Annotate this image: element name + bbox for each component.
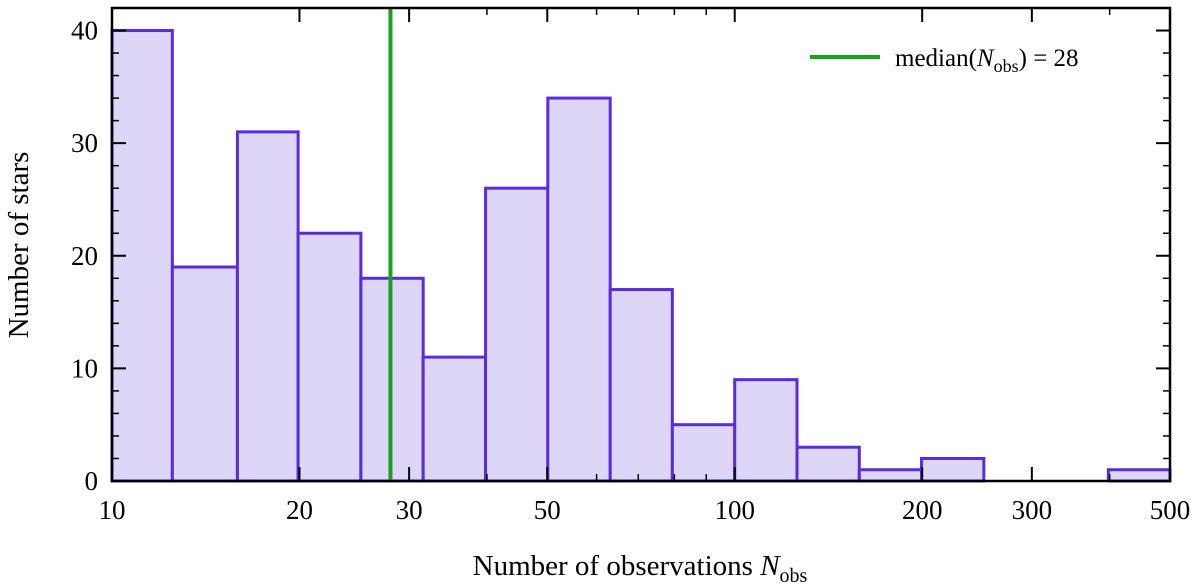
histogram-bar [421, 355, 488, 483]
x-axis-label-sub: obs [780, 565, 808, 585]
y-tick-label: 30 [71, 128, 98, 158]
plot-frame [110, 6, 1172, 483]
legend-prefix: median( [895, 45, 977, 72]
histogram-bar [670, 423, 737, 483]
histogram-bar [235, 130, 300, 483]
y-axis-label: Number of stars [3, 152, 35, 339]
x-axis-label: Number of observations Nobs [473, 550, 808, 585]
histogram-bar [546, 96, 612, 483]
y-tick-label: 0 [85, 466, 99, 496]
legend-suffix: ) = 28 [1019, 45, 1079, 72]
histogram-bar [170, 265, 239, 483]
x-axis-label-text: Number of observations [473, 550, 761, 582]
y-tick-label: 40 [71, 16, 98, 46]
x-tick-label: 30 [396, 495, 423, 525]
histogram-bar [733, 378, 799, 483]
legend: median(Nobs) = 28 [810, 45, 1079, 76]
x-tick-label: 200 [902, 495, 943, 525]
x-tick-label: 50 [534, 495, 561, 525]
x-tick-label: 300 [1012, 495, 1053, 525]
x-tick-label: 500 [1150, 495, 1191, 525]
y-tick-label: 10 [71, 353, 98, 383]
histogram-bar [857, 468, 924, 483]
y-tick-label: 20 [71, 241, 98, 271]
x-axis-label-var: N [759, 550, 781, 582]
histogram-bar [484, 186, 550, 483]
x-tick-label: 20 [286, 495, 313, 525]
histogram-bar [608, 288, 674, 483]
histogram-bar [296, 231, 363, 483]
histogram-bar [795, 445, 861, 483]
x-tick-label: 10 [99, 495, 126, 525]
histogram-bar [1106, 468, 1172, 483]
histogram-bar [920, 456, 986, 483]
legend-var: N [976, 45, 995, 72]
legend-sub: obs [994, 56, 1019, 76]
legend-median-label: median(Nobs) = 28 [895, 45, 1079, 76]
x-tick-label: 100 [714, 495, 755, 525]
histogram-bars [110, 29, 1172, 483]
